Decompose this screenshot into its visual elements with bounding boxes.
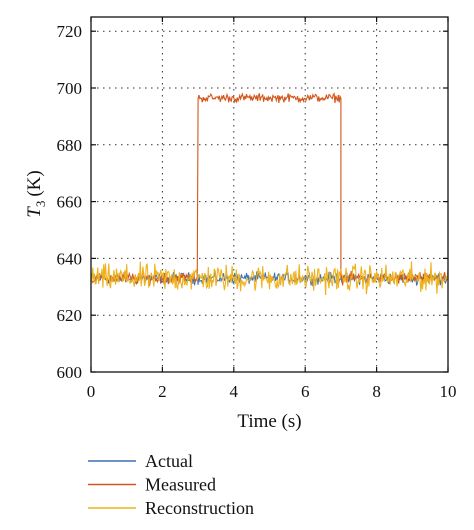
x-axis-label: Time (s) [237, 411, 301, 432]
y-axis-unit: (K) [24, 170, 45, 196]
legend-label: Actual [145, 451, 193, 471]
plot-frame [90, 16, 449, 373]
y-axis-label: T3 (K) [24, 170, 48, 217]
series-line-reconstruction [90, 261, 449, 296]
y-tick-label: 660 [57, 193, 83, 212]
x-tick-label: 4 [230, 382, 239, 401]
tick-layer: 0 2 4 6 8 10 600 620 640 660 680 700 720 [57, 17, 457, 401]
y-axis-subscript: 3 [33, 201, 48, 208]
x-tick-label: 6 [301, 382, 310, 401]
grid-layer [91, 17, 448, 372]
series-layer [90, 92, 449, 296]
y-tick-label: 640 [57, 249, 83, 268]
y-tick-label: 680 [57, 136, 83, 155]
x-tick-label: 8 [372, 382, 381, 401]
x-tick-label: 2 [158, 382, 167, 401]
legend-label: Reconstruction [145, 498, 254, 518]
legend-label: Measured [145, 475, 216, 495]
x-tick-label: 10 [440, 382, 457, 401]
y-tick-label: 720 [57, 22, 83, 41]
series-line-measured [90, 92, 449, 286]
x-tick-label: 0 [87, 382, 96, 401]
y-axis-symbol: T [24, 206, 45, 218]
y-tick-label: 620 [57, 306, 83, 325]
y-tick-label: 700 [57, 79, 83, 98]
y-tick-label: 600 [57, 363, 83, 382]
legend: Actual Measured Reconstruction [88, 451, 254, 518]
